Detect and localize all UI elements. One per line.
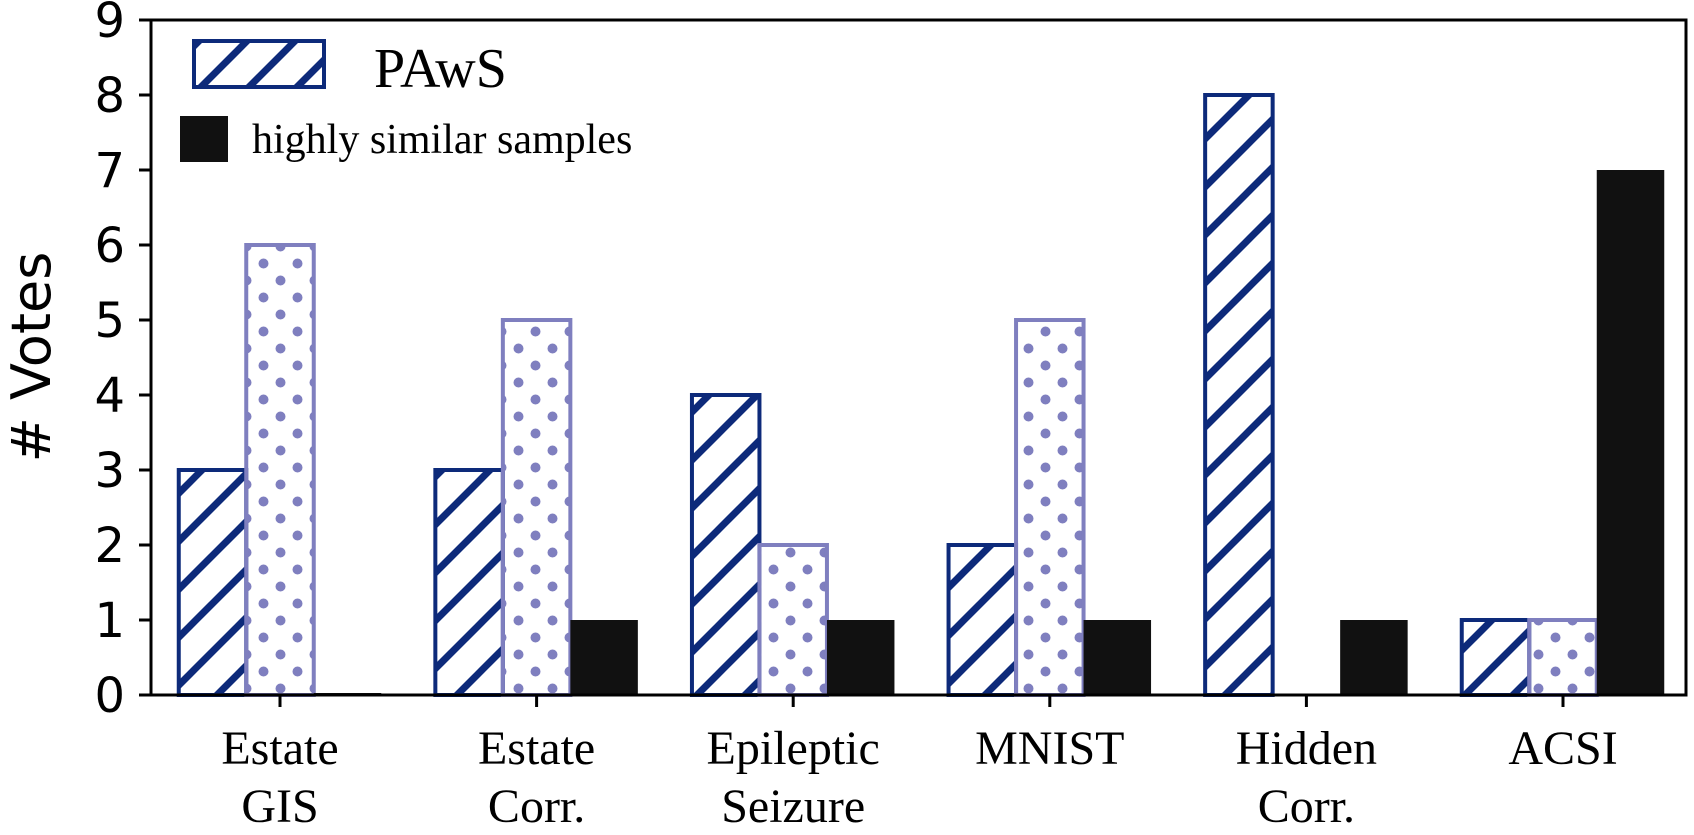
y-tick-label: 5 — [94, 293, 125, 349]
legend-swatch-paws — [192, 39, 326, 89]
bar-paws-5 — [1459, 618, 1532, 697]
y-tick-label: 1 — [94, 593, 125, 649]
bar-highly-similar-samples-3 — [1083, 620, 1152, 695]
y-tick-label: 3 — [94, 443, 125, 499]
y-tick-label: 6 — [94, 218, 125, 274]
bar-paws-0 — [176, 468, 249, 697]
bar-paws-1 — [433, 468, 505, 697]
y-tick-label: 9 — [94, 0, 125, 49]
bar-highly-similar-samples-1 — [570, 620, 638, 695]
y-tick-label: 0 — [94, 668, 125, 724]
legend: PAwS highly similar samples — [180, 38, 632, 163]
bar-series-1-3 — [1014, 318, 1086, 697]
bar-series-1-5 — [1527, 618, 1599, 697]
x-tick-label: ACSI — [1508, 722, 1617, 775]
plot-frame — [149, 18, 1688, 697]
x-tick-label: Epileptic — [707, 722, 880, 775]
x-tick-label: MNIST — [975, 722, 1124, 775]
y-axis: 0 1 2 3 4 5 6 7 8 9 — [94, 0, 151, 724]
bar-highly-similar-samples-2 — [826, 620, 895, 695]
bar-highly-similar-samples-4 — [1340, 620, 1408, 695]
x-axis: EstateGISEstateCorr.EpilepticSeizureMNIS… — [221, 695, 1618, 833]
x-tick-label: Estate — [478, 722, 595, 775]
y-tick-label: 4 — [94, 368, 125, 424]
x-tick-label: GIS — [241, 780, 318, 833]
y-tick-label: 8 — [94, 68, 125, 124]
legend-swatch-highly-similar — [180, 116, 228, 162]
bar-series-1-2 — [757, 543, 829, 697]
x-tick-label: Hidden — [1236, 722, 1377, 775]
bar-series-1-0 — [244, 243, 316, 697]
bar-paws-3 — [946, 543, 1019, 697]
x-tick-label: Corr. — [1258, 780, 1355, 833]
legend-label-highly-similar: highly similar samples — [252, 117, 632, 163]
bar-highly-similar-samples-5 — [1596, 170, 1665, 695]
bar-series-1-1 — [500, 318, 573, 697]
x-tick-label: Corr. — [488, 780, 585, 833]
y-tick-label: 7 — [94, 143, 125, 199]
bars-layer — [176, 93, 1665, 697]
x-tick-label: Estate — [221, 722, 338, 775]
bar-paws-4 — [1203, 93, 1275, 697]
y-tick-label: 2 — [94, 518, 125, 574]
bar-paws-2 — [689, 393, 762, 697]
legend-label-paws: PAwS — [374, 38, 507, 100]
y-axis-label: # Votes — [0, 252, 63, 463]
x-tick-label: Seizure — [721, 780, 865, 833]
